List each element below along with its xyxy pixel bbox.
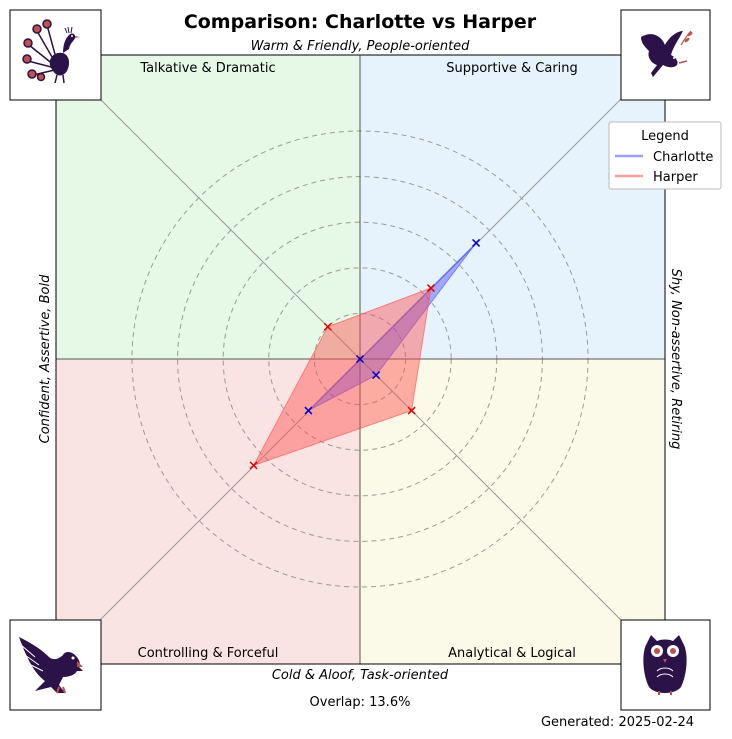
quadrant-label-supportive: Supportive & Caring	[446, 61, 578, 76]
peacock-icon-box	[9, 9, 102, 101]
axis-label-right: Shy, Non-assertive, Retiring	[668, 269, 683, 450]
legend: Legend Charlotte Harper	[608, 121, 722, 190]
owl-icon-box	[620, 619, 711, 711]
quadrant-label-controlling: Controlling & Forceful	[138, 646, 279, 661]
axis-label-bottom: Cold & Aloof, Task-oriented	[272, 668, 449, 683]
dove-icon	[641, 30, 693, 77]
data-point-harper	[323, 322, 332, 331]
axis-label-left: Confident, Assertive, Bold	[38, 274, 53, 443]
axis-label-top: Warm & Friendly, People-oriented	[251, 39, 471, 54]
data-point-charlotte	[355, 354, 365, 364]
data-point-harper	[407, 406, 416, 415]
data-point-charlotte	[372, 371, 381, 380]
plot-frame	[55, 54, 666, 665]
quadrant-label-talkative: Talkative & Dramatic	[139, 61, 275, 76]
quadrant-label-analytical: Analytical & Logical	[448, 646, 576, 661]
owl-icon	[643, 635, 687, 695]
legend-title: Legend	[641, 129, 689, 144]
generated-date: Generated: 2025-02-24	[541, 715, 694, 730]
eagle-icon-box	[9, 619, 102, 711]
dove-icon-box	[620, 9, 711, 101]
eagle-icon	[19, 637, 83, 694]
series-layer	[249, 238, 481, 470]
data-point-harper	[249, 461, 258, 470]
peacock-icon	[22, 19, 80, 84]
data-point-charlotte	[472, 238, 481, 247]
legend-label-charlotte: Charlotte	[653, 150, 713, 165]
legend-label-harper: Harper	[653, 170, 698, 185]
overlap-text: Overlap: 13.6%	[310, 695, 411, 710]
legend-box	[608, 121, 722, 190]
data-point-charlotte	[304, 406, 313, 415]
data-point-harper	[426, 284, 435, 293]
chart-title: Comparison: Charlotte vs Harper	[184, 11, 537, 33]
